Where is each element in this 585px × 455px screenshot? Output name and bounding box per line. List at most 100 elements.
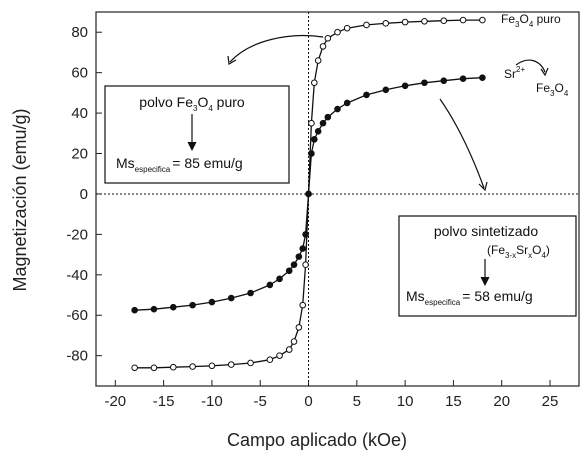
y-tick-label: 0 bbox=[80, 186, 88, 203]
data-point bbox=[299, 301, 307, 309]
y-axis-label: Magnetización (emu/g) bbox=[10, 108, 30, 291]
x-tick-label: -5 bbox=[254, 393, 267, 410]
data-point bbox=[324, 113, 332, 121]
data-point bbox=[247, 359, 254, 367]
data-point bbox=[302, 261, 309, 269]
data-point bbox=[343, 99, 351, 107]
data-point bbox=[334, 28, 341, 36]
data-point bbox=[169, 303, 177, 311]
sr-target-label: Fe3O4 bbox=[536, 81, 569, 98]
data-series bbox=[131, 16, 486, 372]
data-point bbox=[285, 267, 293, 275]
data-point bbox=[311, 136, 318, 143]
pointer-arrow-pure-head bbox=[227, 55, 237, 65]
x-axis-label: Campo aplicado (kOe) bbox=[227, 430, 407, 450]
data-point bbox=[363, 91, 370, 99]
synthesized-powder-box: polvo sintetizado (Fe3-xSrxO4) Msespecif… bbox=[398, 215, 577, 317]
data-point bbox=[247, 289, 254, 297]
x-tick-label: 20 bbox=[493, 393, 510, 410]
x-tick-label: -20 bbox=[104, 393, 126, 410]
sr-substitution-arrow bbox=[515, 59, 546, 73]
pointer-arrow-pure bbox=[229, 34, 324, 63]
plot-frame bbox=[95, 11, 580, 387]
data-point bbox=[302, 231, 309, 238]
pure-box-arrow-head bbox=[187, 141, 197, 152]
synth-ms-value: Msespecifica = 58 emu/g bbox=[406, 288, 533, 307]
data-point bbox=[479, 74, 486, 82]
y-tick-label: 20 bbox=[71, 146, 88, 163]
data-point bbox=[421, 17, 428, 25]
data-point bbox=[290, 261, 298, 269]
data-point bbox=[382, 20, 390, 27]
pure-powder-title: polvo Fe3O4 puro bbox=[139, 94, 245, 113]
data-point bbox=[382, 86, 390, 94]
data-point bbox=[169, 363, 177, 371]
data-point bbox=[131, 306, 138, 314]
pointer-arrow-synth bbox=[439, 98, 485, 189]
y-tick-label: -20 bbox=[66, 226, 88, 243]
data-point bbox=[459, 75, 467, 83]
data-point bbox=[290, 338, 298, 345]
data-point bbox=[440, 77, 448, 85]
y-tick-label: -60 bbox=[66, 307, 88, 324]
sr-arrow-head bbox=[540, 67, 549, 77]
data-point bbox=[208, 362, 216, 370]
series-1 bbox=[131, 74, 486, 314]
data-point bbox=[189, 363, 196, 370]
data-point bbox=[295, 324, 303, 331]
data-point bbox=[276, 352, 283, 359]
data-point bbox=[334, 105, 341, 113]
data-point bbox=[308, 150, 315, 157]
y-tick-label: 60 bbox=[71, 65, 88, 82]
data-point bbox=[314, 57, 322, 64]
y-tick-label: -40 bbox=[66, 267, 88, 284]
x-tick-label: 5 bbox=[353, 393, 361, 410]
data-point bbox=[227, 294, 235, 302]
data-point bbox=[363, 21, 370, 29]
data-point bbox=[295, 253, 303, 260]
data-point bbox=[308, 119, 315, 127]
data-point bbox=[319, 119, 327, 127]
synth-title: polvo sintetizado bbox=[434, 223, 539, 239]
pointer-arrow-synth-head bbox=[478, 181, 488, 192]
data-point bbox=[150, 364, 158, 372]
synth-box-arrow-head bbox=[480, 276, 490, 287]
data-point bbox=[479, 16, 486, 24]
data-point bbox=[208, 298, 216, 306]
zero-reference-lines bbox=[96, 12, 579, 386]
data-point bbox=[150, 305, 158, 313]
pure-ms-value: Msespecifica = 85 emu/g bbox=[116, 155, 243, 174]
x-tick-label: 10 bbox=[397, 393, 414, 410]
data-point bbox=[440, 17, 448, 24]
data-point bbox=[276, 275, 283, 283]
data-point bbox=[299, 245, 307, 252]
x-tick-label: 0 bbox=[304, 393, 312, 410]
x-tick-label: 25 bbox=[542, 393, 559, 410]
sr-ion-label: Sr2+ bbox=[504, 65, 525, 81]
axis-ticks: -20 -15 -10 -5 0 5 10 15 20 25 -80 -60 -40 -20 0 20 40 60… bbox=[66, 24, 558, 410]
fe3o4-curve-label: Fe3O4 puro bbox=[501, 12, 561, 29]
data-point bbox=[421, 79, 428, 87]
data-point bbox=[324, 34, 332, 42]
y-tick-label: -80 bbox=[66, 348, 88, 365]
data-point bbox=[285, 346, 293, 353]
data-point bbox=[189, 301, 196, 309]
data-point bbox=[131, 364, 138, 372]
x-tick-label: -15 bbox=[153, 393, 175, 410]
data-point bbox=[227, 361, 235, 368]
synth-formula: (Fe3-xSrxO4) bbox=[487, 243, 550, 260]
data-point bbox=[343, 24, 351, 32]
data-point bbox=[401, 82, 409, 90]
data-point bbox=[459, 16, 467, 24]
data-point bbox=[266, 281, 274, 289]
data-point bbox=[266, 356, 274, 364]
data-point bbox=[311, 79, 318, 87]
x-tick-label: 15 bbox=[445, 393, 462, 410]
data-point bbox=[314, 127, 322, 135]
data-point bbox=[305, 190, 312, 198]
y-tick-label: 80 bbox=[71, 24, 88, 41]
x-tick-label: -10 bbox=[201, 393, 223, 410]
pure-powder-box: polvo Fe3O4 puro Msespecifica = 85 emu/g bbox=[104, 85, 290, 184]
y-tick-label: 40 bbox=[71, 105, 88, 122]
